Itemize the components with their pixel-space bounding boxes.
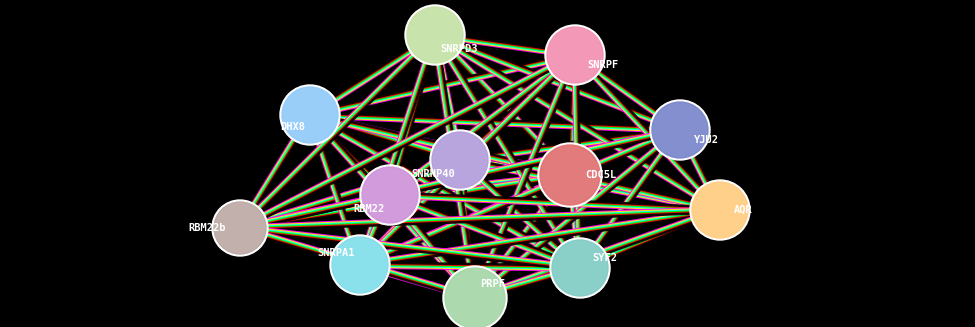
- Circle shape: [650, 100, 710, 160]
- Circle shape: [212, 200, 268, 256]
- Text: SNRPD3: SNRPD3: [440, 44, 478, 54]
- Circle shape: [547, 27, 603, 83]
- Text: SNRNP40: SNRNP40: [411, 169, 455, 179]
- Circle shape: [330, 235, 390, 295]
- Circle shape: [407, 7, 463, 63]
- Circle shape: [430, 130, 490, 190]
- Circle shape: [432, 132, 488, 188]
- Circle shape: [360, 165, 420, 225]
- Circle shape: [552, 240, 608, 296]
- Text: AQR: AQR: [734, 205, 753, 215]
- Circle shape: [214, 202, 266, 254]
- Circle shape: [445, 268, 505, 327]
- Circle shape: [443, 266, 507, 327]
- Text: SNRPF: SNRPF: [587, 60, 618, 70]
- Text: YJU2: YJU2: [694, 135, 719, 145]
- Circle shape: [545, 25, 605, 85]
- Circle shape: [550, 238, 610, 298]
- Circle shape: [405, 5, 465, 65]
- Circle shape: [538, 143, 602, 207]
- Circle shape: [280, 85, 340, 145]
- Text: CDC5L: CDC5L: [585, 170, 616, 180]
- Circle shape: [362, 167, 418, 223]
- Text: PRPF: PRPF: [480, 279, 505, 289]
- Circle shape: [282, 87, 338, 143]
- Circle shape: [652, 102, 708, 158]
- Circle shape: [332, 237, 388, 293]
- Text: RBM22: RBM22: [354, 204, 385, 214]
- Text: RBM22b: RBM22b: [188, 223, 226, 233]
- Text: SNRPA1: SNRPA1: [318, 248, 355, 258]
- Circle shape: [692, 182, 748, 238]
- Circle shape: [690, 180, 750, 240]
- Text: SYF2: SYF2: [592, 253, 617, 263]
- Circle shape: [540, 145, 600, 205]
- Text: DHX8: DHX8: [280, 122, 305, 132]
